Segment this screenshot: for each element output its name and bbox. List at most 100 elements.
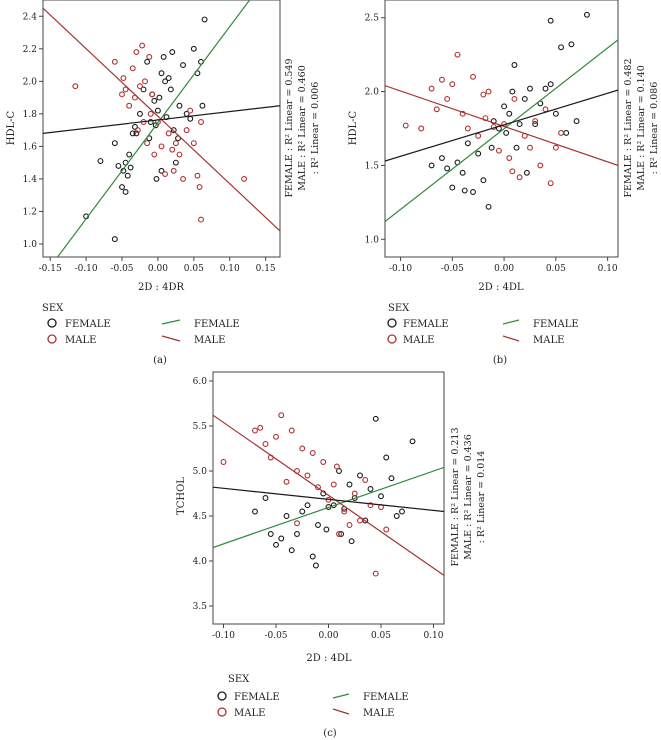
female-point [122, 188, 129, 195]
female-point [516, 121, 523, 128]
female-point [547, 81, 554, 88]
male-point [196, 184, 203, 191]
male-point [129, 65, 136, 72]
legend-male-fit-line [161, 335, 181, 342]
female-point [372, 415, 379, 422]
female-point [323, 526, 330, 533]
male-point [111, 58, 118, 65]
plot-marks [43, 0, 280, 257]
female-point [170, 127, 177, 134]
female-point [367, 486, 374, 492]
legend: SEX FEMALE MALE FEMALE MALE [42, 303, 240, 346]
female-point [583, 11, 590, 18]
stat-female: FEMALE : R² Linear = 0.549 [284, 58, 295, 197]
female-point [111, 236, 118, 243]
male-point [351, 490, 358, 497]
male-point [470, 73, 476, 80]
plot-frame [384, 0, 619, 258]
female-point [97, 158, 104, 164]
male-point [158, 143, 165, 150]
female-point [304, 502, 311, 509]
legend-female-label: FEMALE [65, 319, 111, 330]
female-point [552, 110, 559, 117]
x-tick-label: -0.10 [389, 264, 412, 274]
female-point [144, 58, 151, 65]
female-point [346, 481, 353, 488]
stat-total: : R² Linear = 0.014 [476, 451, 487, 544]
female-point [336, 468, 342, 474]
legend: SEX FEMALE MALE FEMALE MALE [387, 303, 579, 346]
legend-male-label: MALE [403, 335, 434, 346]
x-tick-label: 0.10 [423, 631, 443, 641]
male-point [315, 484, 321, 491]
male-point [142, 78, 148, 85]
male-point [495, 147, 502, 154]
female-point [444, 165, 451, 172]
y-tick-label: 6.0 [193, 377, 208, 387]
male-point [198, 119, 204, 125]
male-point [180, 175, 186, 182]
male-point [485, 88, 492, 95]
male-point [146, 53, 153, 60]
male-point [428, 85, 435, 92]
y-axis-label: HDL-C [348, 110, 359, 145]
female-point [283, 513, 290, 519]
male-point [547, 180, 554, 187]
female-fit-line [385, 39, 618, 223]
male-point [257, 424, 264, 431]
male-point [283, 478, 290, 485]
male-point [372, 570, 379, 577]
y-axis-label: HDL-C [6, 110, 17, 145]
male-point [475, 132, 482, 139]
male-point [162, 171, 169, 177]
female-point [480, 177, 487, 184]
female-point [169, 49, 176, 56]
male-point [433, 106, 440, 113]
x-axis-label: 2D : 4DL [306, 653, 351, 664]
female-point [513, 144, 520, 151]
female-point [129, 130, 136, 137]
female-point [532, 121, 539, 128]
female-point [399, 508, 405, 515]
female-point [140, 86, 147, 93]
male-point [552, 144, 559, 151]
female-point [176, 102, 183, 109]
x-tick-label: 0.00 [148, 264, 168, 274]
female-point [558, 44, 564, 51]
female-point [165, 75, 172, 82]
y-tick-label: 5.5 [193, 422, 208, 432]
stat-male: MALE : R² Linear = 0.140 [636, 65, 647, 191]
legend-male-marker [387, 334, 397, 344]
male-point [480, 91, 487, 98]
legend-male-fit-line [502, 335, 520, 342]
female-point [147, 119, 154, 125]
female-point [273, 541, 279, 548]
male-point [137, 83, 143, 90]
female-point [278, 535, 285, 542]
legend-male-fit-label: MALE [194, 335, 225, 346]
female-point [180, 62, 186, 69]
female-point [288, 547, 295, 554]
female-point [485, 203, 492, 210]
male-point [169, 146, 176, 153]
panel-c: -0.10 -0.05 0.00 0.05 0.10 3.5 4.0 4.5 5.0 5.5 6.… [176, 371, 487, 739]
female-point [506, 110, 513, 117]
male-point [120, 75, 127, 82]
male-point [333, 463, 340, 470]
male-fit-line [213, 414, 444, 576]
x-tick-label: -0.05 [110, 264, 133, 274]
plot-marks [385, 11, 618, 223]
female-point [338, 531, 345, 537]
x-ticks: -0.10 -0.05 0.00 0.05 0.10 [389, 257, 618, 274]
male-point [558, 129, 564, 136]
male-point [133, 49, 140, 56]
male-point [72, 83, 79, 90]
male-point [119, 91, 125, 98]
female-point [449, 184, 456, 191]
male-point [511, 96, 518, 102]
x-tick-label: 0.10 [220, 264, 240, 274]
female-point [252, 508, 258, 515]
legend-title: SEX [388, 303, 410, 314]
male-point [252, 427, 258, 434]
